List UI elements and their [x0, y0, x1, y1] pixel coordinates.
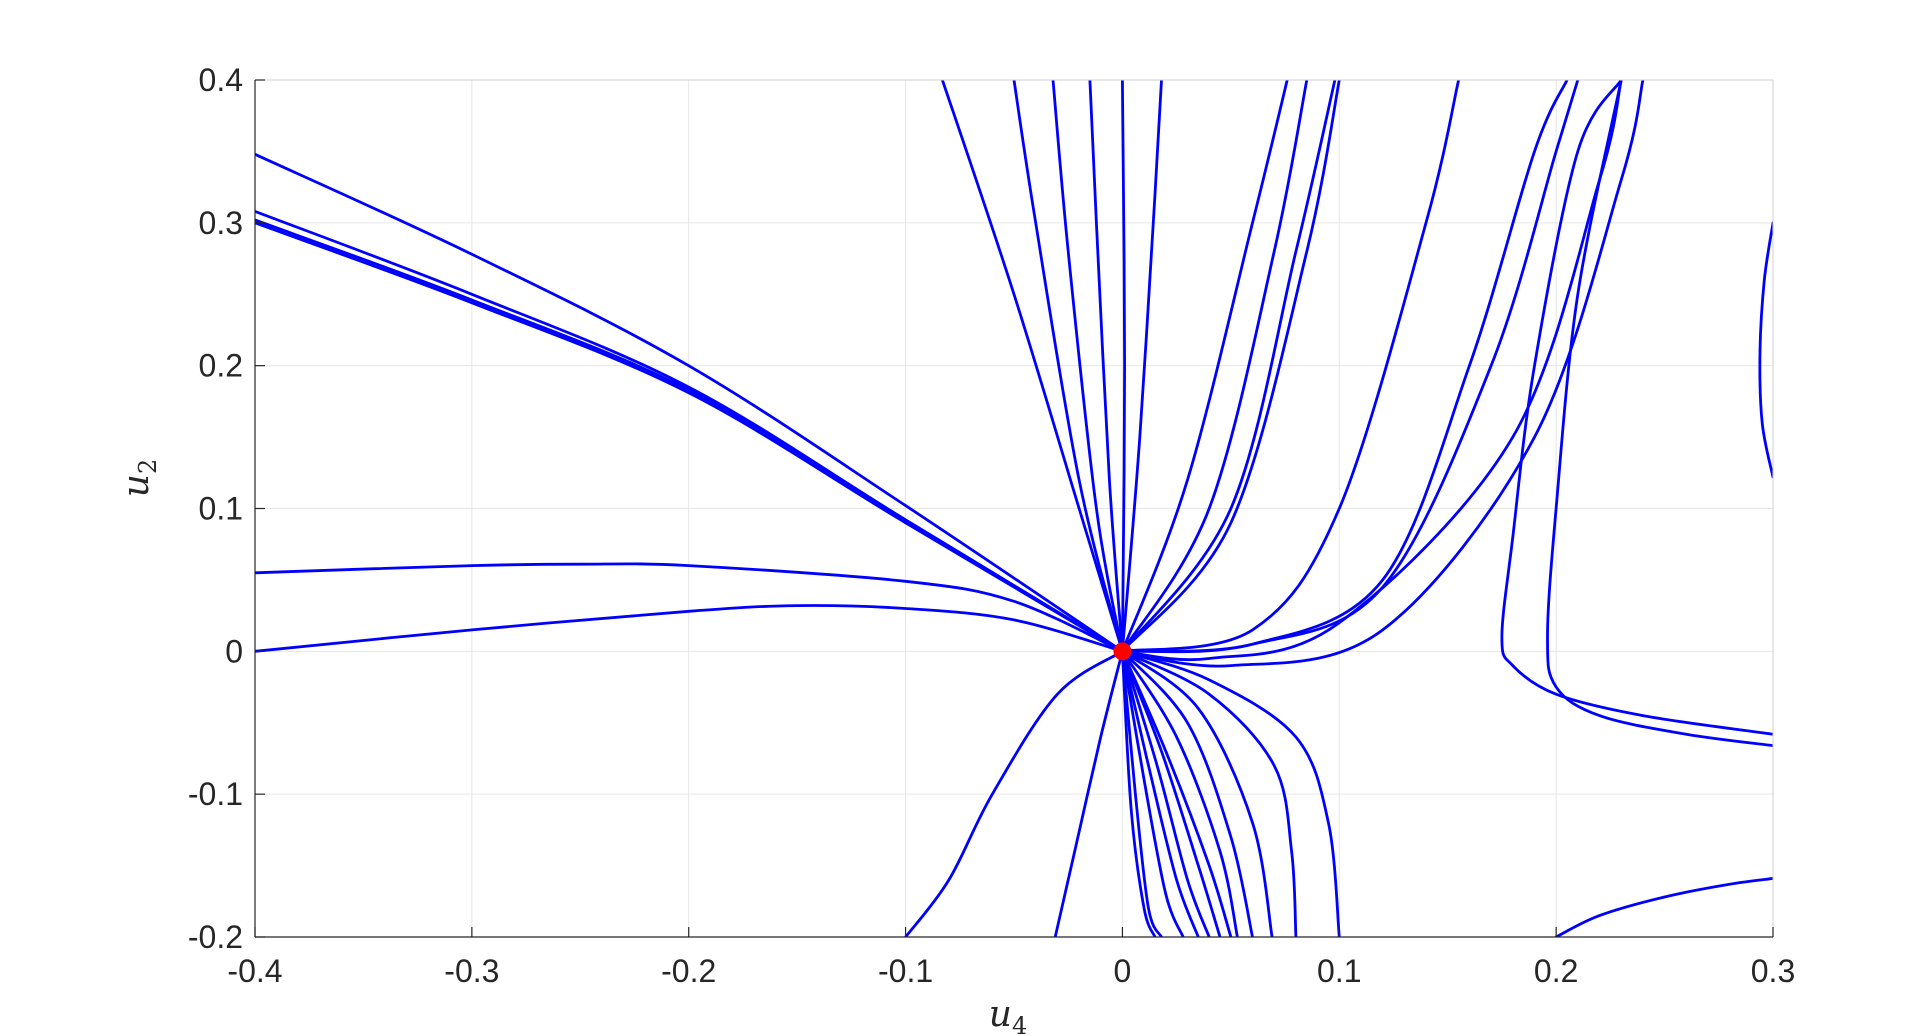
x-tick-label: 0.3 — [1751, 953, 1795, 989]
trajectory-37 — [1546, 80, 1773, 747]
trajectory-8 — [1053, 649, 1124, 937]
x-axis-label-var: u — [989, 994, 1012, 1035]
x-axis-label: u4 — [989, 994, 1027, 1036]
trajectory-36 — [1500, 80, 1773, 736]
x-tick-label: 0.1 — [1317, 953, 1361, 989]
y-tick-label: 0.1 — [199, 491, 243, 527]
trajectory-17 — [1121, 80, 1337, 653]
grid-lines — [254, 79, 1774, 938]
trajectory-1 — [255, 152, 1124, 653]
x-axis-label-sub: 4 — [1012, 1012, 1027, 1036]
y-tick-label: 0 — [225, 633, 243, 669]
trajectory-23 — [1121, 80, 1645, 668]
trajectory-6 — [255, 604, 1124, 653]
x-tick-labels: -0.4 -0.3 -0.2 -0.1 0 0.1 0.2 0.3 — [227, 953, 1795, 989]
trajectory-28 — [1121, 649, 1239, 937]
y-tick-label: 0.2 — [199, 348, 243, 384]
x-tick-label: 0.2 — [1534, 953, 1578, 989]
trajectory-5 — [255, 562, 1124, 653]
trajectory-9 — [941, 80, 1124, 653]
y-tick-label: 0.4 — [199, 62, 243, 98]
trajectory-7 — [904, 649, 1124, 937]
x-tick-label: -0.2 — [661, 953, 716, 989]
axes — [254, 79, 1774, 938]
trajectory-33 — [1121, 649, 1185, 937]
x-tick-label: -0.4 — [227, 953, 282, 989]
y-tick-label: 0.3 — [199, 205, 243, 241]
trajectory-15 — [1121, 80, 1289, 653]
equilibrium-point — [1113, 642, 1132, 661]
trajectory-11 — [1051, 80, 1124, 653]
equilibrium-layer — [1113, 642, 1132, 661]
trajectory-24 — [1121, 649, 1341, 937]
y-axis-label: u2 — [116, 459, 162, 497]
trajectory-10 — [1012, 80, 1124, 653]
trajectory-31 — [1121, 649, 1211, 937]
y-axis-label-var: u — [116, 474, 157, 497]
trajectory-16 — [1121, 80, 1309, 653]
trajectory-14 — [1121, 80, 1163, 653]
trajectory-18 — [1121, 80, 1341, 653]
y-tick-labels: -0.2 -0.1 0 0.1 0.2 0.3 0.4 — [188, 62, 243, 955]
x-tick-label: 0 — [1114, 953, 1132, 989]
trajectory-12 — [1088, 80, 1124, 653]
trajectory-30 — [1121, 649, 1222, 937]
y-tick-label: -0.1 — [188, 776, 243, 812]
trajectory-19 — [1121, 80, 1460, 653]
x-tick-label: -0.1 — [878, 953, 933, 989]
trajectory-35 — [1121, 649, 1157, 937]
trajectory-3 — [255, 218, 1124, 653]
trajectory-27 — [1121, 649, 1254, 937]
y-tick-label: -0.2 — [188, 919, 243, 955]
y-axis-label-sub: 2 — [134, 459, 162, 474]
trajectory-25 — [1121, 649, 1298, 937]
x-tick-label: -0.3 — [444, 953, 499, 989]
trajectory-21 — [1121, 80, 1580, 653]
trajectory-29 — [1121, 649, 1233, 937]
trajectory-22 — [1121, 80, 1623, 662]
trajectory-38 — [1554, 877, 1773, 937]
trajectory-13 — [1121, 80, 1126, 653]
trajectory-39 — [1758, 221, 1773, 479]
trajectory-34 — [1121, 649, 1163, 937]
trajectory-32 — [1121, 649, 1200, 937]
trajectory-26 — [1121, 649, 1274, 937]
trajectory-4 — [255, 221, 1124, 653]
trajectory-curves — [255, 80, 1773, 937]
